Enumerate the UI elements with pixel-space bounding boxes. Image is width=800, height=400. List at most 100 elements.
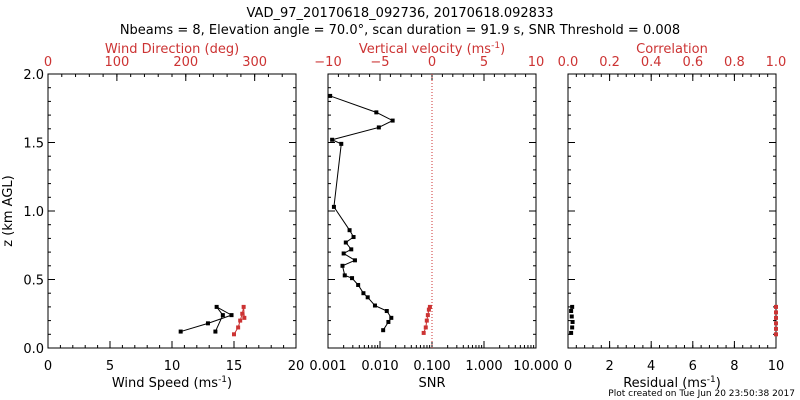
data-point-residual xyxy=(569,330,574,335)
x-tick-label: 10.000 xyxy=(513,359,559,374)
data-point-wind-direction xyxy=(232,332,236,337)
y-tick-label: 0.0 xyxy=(23,342,44,357)
data-point-correlation xyxy=(774,310,778,315)
plot-created-footer: Plot created on Tue Jun 20 23:50:38 2017 xyxy=(608,389,795,399)
top-tick-label: 0.6 xyxy=(682,55,703,70)
data-point-snr xyxy=(342,273,347,278)
data-point-wind-speed xyxy=(229,313,234,318)
data-point-snr xyxy=(374,110,379,115)
top-tick-label: 0.0 xyxy=(558,55,579,70)
top-tick-label: 0.2 xyxy=(599,55,620,70)
data-point-snr xyxy=(330,137,335,142)
x-tick-label: 5 xyxy=(106,359,114,374)
wind-speed-axis-label: Wind Speed (ms-1) xyxy=(112,375,232,391)
y-tick-label: 1.5 xyxy=(23,137,44,152)
data-point-residual xyxy=(570,319,575,324)
data-point-snr xyxy=(349,247,354,252)
y-tick-label: 0.5 xyxy=(23,274,44,289)
data-point-snr xyxy=(343,240,348,245)
data-point-wind-direction xyxy=(240,311,245,316)
data-point-wind-direction xyxy=(242,315,247,320)
snr-axis-label: SNR xyxy=(418,376,445,391)
x-tick-label: 0 xyxy=(564,359,572,374)
data-point-wind-direction xyxy=(238,318,243,323)
residual-axis-label: Residual (ms-1) xyxy=(623,375,721,391)
data-point-residual xyxy=(569,314,574,319)
x-tick-label: 0 xyxy=(44,359,52,374)
y-tick-label: 2.0 xyxy=(23,68,44,83)
data-point-correlation xyxy=(774,332,778,337)
data-point-snr xyxy=(361,291,366,296)
figure-title-line2: Nbeams = 8, Elevation angle = 70.0°, sca… xyxy=(120,23,680,38)
data-point-vertical-velocity xyxy=(426,307,431,312)
x-tick-label: 15 xyxy=(226,359,243,374)
data-point-snr xyxy=(390,118,395,123)
y-axis-label: z (km AGL) xyxy=(1,175,16,246)
data-point-wind-speed xyxy=(213,329,218,334)
figure-title-line1: VAD_97_20170618_092736, 20170618.092833 xyxy=(247,6,554,21)
data-point-snr xyxy=(376,125,381,130)
data-point-wind-direction xyxy=(241,304,246,309)
data-point-snr xyxy=(341,251,346,256)
top-tick-label: 5 xyxy=(480,55,488,70)
data-point-snr xyxy=(389,315,394,320)
data-point-vertical-velocity xyxy=(423,325,428,330)
data-point-snr xyxy=(372,303,377,308)
data-point-correlation xyxy=(774,304,778,309)
x-tick-label: 10 xyxy=(768,359,785,374)
top-tick-label: 200 xyxy=(173,55,198,70)
top-tick-label: 0 xyxy=(428,55,436,70)
top-tick-label: 0.4 xyxy=(641,55,662,70)
x-tick-label: 8 xyxy=(730,359,738,374)
data-point-residual xyxy=(570,304,575,309)
top-tick-label: −5 xyxy=(370,55,389,70)
x-tick-label: 1.000 xyxy=(465,359,502,374)
data-point-snr xyxy=(365,295,370,300)
data-point-snr xyxy=(386,319,391,324)
data-point-wind-speed xyxy=(214,304,219,309)
x-tick-label: 6 xyxy=(689,359,697,374)
data-point-snr xyxy=(350,276,355,281)
snr-panel-frame xyxy=(327,73,537,349)
data-point-snr xyxy=(352,258,357,263)
top-tick-label: 100 xyxy=(104,55,129,70)
data-point-residual xyxy=(570,325,575,330)
data-point-wind-speed xyxy=(178,329,183,334)
x-tick-label: 20 xyxy=(288,359,305,374)
data-point-snr xyxy=(339,141,344,146)
data-point-correlation xyxy=(774,321,778,326)
data-point-snr xyxy=(356,282,361,287)
data-point-vertical-velocity xyxy=(427,304,432,309)
top-tick-label: 300 xyxy=(242,55,267,70)
top-tick-label: 10 xyxy=(528,55,545,70)
y-tick-label: 1.0 xyxy=(23,205,44,220)
wind-direction-axis-label: Wind Direction (deg) xyxy=(105,42,239,57)
correlation-axis-label: Correlation xyxy=(636,42,708,57)
x-tick-label: 10 xyxy=(164,359,181,374)
data-point-snr xyxy=(347,228,352,233)
series-line-snr xyxy=(329,95,394,331)
vertical-velocity-axis-label: Vertical velocity (ms-1) xyxy=(359,41,505,57)
x-tick-label: 0.100 xyxy=(413,359,450,374)
data-point-wind-direction xyxy=(236,325,241,330)
data-point-snr xyxy=(381,328,386,333)
data-point-wind-speed xyxy=(205,321,210,326)
data-point-vertical-velocity xyxy=(421,330,426,335)
residual-panel-frame xyxy=(567,73,777,349)
data-point-snr xyxy=(340,263,345,268)
top-tick-label: 0 xyxy=(44,55,52,70)
data-point-snr xyxy=(351,235,356,240)
data-point-vertical-velocity xyxy=(424,318,429,323)
wind-panel-frame xyxy=(47,73,297,349)
top-tick-label: 1.0 xyxy=(766,55,787,70)
data-point-wind-speed xyxy=(220,313,225,318)
x-tick-label: 0.010 xyxy=(361,359,398,374)
data-point-snr xyxy=(328,93,333,98)
series-line-wind-speed xyxy=(180,306,233,333)
data-point-vertical-velocity xyxy=(425,313,430,318)
data-point-correlation xyxy=(774,326,778,331)
top-tick-label: −10 xyxy=(314,55,341,70)
x-tick-label: 2 xyxy=(605,359,613,374)
